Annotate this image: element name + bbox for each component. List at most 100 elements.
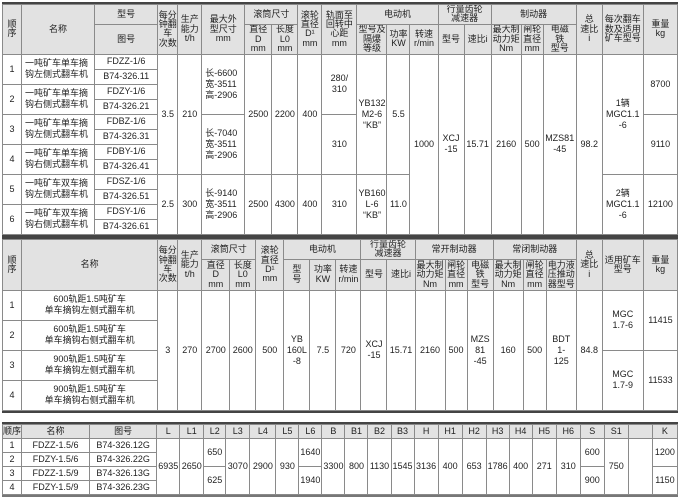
header-l5: L5 [275,424,300,439]
header-open-torque: 最大制 动力矩 Nm [414,258,446,291]
header-rpm: 转速 r/min [409,23,439,55]
row-seq: 1 [1,53,23,85]
row-model: FDSZ-1/6 [94,173,159,190]
rpm-value: 1000 [409,53,439,235]
header-reducer-model: 型号 [437,23,465,55]
row-drawing: B74-326.23G [89,480,158,495]
row-seq: 1 [1,438,23,453]
l5-value: 930 [275,438,300,495]
header-blank [627,424,653,439]
header-b2: B2 [367,424,392,439]
row-seq: 4 [1,480,23,495]
header-l1: L1 [179,424,205,439]
row-name: 一吨矿车单车摘 钩右侧式翻车机 [21,143,96,175]
header-closed-brake: 常闭制动器 [492,239,577,260]
row-name: FDZZ-1.5/6 [21,438,91,453]
h6-value: 310 [555,438,581,495]
header-drum: 滚筒尺寸 [201,239,257,260]
header-reducer: 行量齿轮 减速器 [437,4,492,25]
reducer-model-value: XCJ -15 [437,53,465,235]
row-drawing: B74-326.21 [94,98,159,115]
row-drawing: B74-326.11 [94,68,159,85]
header-k: K [651,424,679,439]
l1-value: 2650 [179,438,205,495]
h2-value: 653 [461,438,487,495]
outline-value: 长-6600 宽-3511 高-2906 [201,53,246,115]
header-h2: H2 [461,424,487,439]
total-ratio-value: 84.8 [575,289,603,411]
header-reducer: 行量齿轮 减速器 [360,239,416,260]
closed-pusher-value: BDT 1- 125 [545,289,577,411]
header-cars: 适用矿车 型号 [601,239,644,291]
blank-cell [627,438,653,495]
power-value: 5.5 [386,53,411,175]
header-l6: L6 [298,424,323,439]
row-seq: 2 [1,319,23,351]
l-value: 6935 [156,438,181,495]
row-seq: 4 [1,379,23,411]
weight-value: 11415 [642,289,679,351]
table-tipplers-1-5t: 顺 序 名称 每分 钟翻 车 次数 生产 能力 t/h 滚筒尺寸 滚轮 直径 D… [1,237,679,413]
s-value: 600 [579,438,605,467]
header-power: 功率 KW [386,23,411,55]
h-value: 3136 [413,438,439,495]
row-name: 一吨矿车单车摘 钩左侧式翻车机 [21,113,96,145]
rpm-value: 720 [335,289,362,411]
h1-value: 400 [437,438,463,495]
header-l3: L3 [225,424,251,439]
row-name: 一吨矿车单车摘 钩左侧式翻车机 [21,53,96,85]
cars-value: 1辆 MGC1.1 -6 [601,53,644,175]
row-drawing: B74-326.13G [89,466,158,481]
row-model: FDZY-1/6 [94,83,159,100]
header-power: 功率 KW [309,258,337,291]
b1-value: 800 [344,438,369,495]
header-ratio: 速比i [463,23,492,55]
row-name: 一吨矿车双车摘 钩右侧式翻车机 [21,203,96,235]
header-weight: 重量 kg [642,4,679,55]
header-l4: L4 [249,424,277,439]
header-drawing: 图号 [89,424,158,439]
header-name: 名称 [21,239,159,291]
header-h4: H4 [508,424,533,439]
header-tips: 每分 钟翻 车 次数 [157,239,179,291]
row-drawing: B74-326.51 [94,188,159,205]
closed-wheel-value: 500 [522,289,547,411]
l2-value: 650 [203,438,227,467]
header-b: B [321,424,346,439]
header-motor: 电动机 [283,239,362,260]
header-h: H [413,424,439,439]
power-value: 7.5 [309,289,337,411]
header-h5: H5 [531,424,557,439]
tips-value: 2.5 [157,173,179,235]
drum-l-value: 4300 [271,173,299,235]
header-brake: 制动器 [490,4,577,25]
motor-model-value: YB160 L-6 “KB” [356,173,388,235]
row-name: 600轨距1.5吨矿车 单车摘钩右侧式翻车机 [21,319,159,351]
header-h3: H3 [485,424,510,439]
header-cars: 每次翻车 数及适用 矿车型号 [601,4,644,55]
outline-value: 长-7040 宽-3511 高-2906 [201,113,246,175]
header-model: 型号 [94,4,159,25]
capacity-value: 210 [177,53,203,175]
row-name: FDZY-1.5/9 [21,480,91,495]
row-name: 900轨距1.5吨矿车 单车摘钩右侧式翻车机 [21,379,159,411]
motor-model-value: YB 160L -8 [283,289,311,411]
drum-d-value: 2700 [201,289,231,411]
ratio-value: 15.71 [463,53,492,235]
tips-value: 3 [157,289,179,411]
header-b3: B3 [390,424,415,439]
row-seq: 1 [1,289,23,321]
row-seq: 2 [1,452,23,467]
l2-value: 625 [203,466,227,495]
outline-value: 长-9140 宽-3511 高-2906 [201,173,246,235]
row-model: FDZZ-1/6 [94,53,159,70]
cars-value: MGC 1.7-6 [601,289,644,351]
header-drum-d: 直径 D mm [201,258,231,291]
drum-d-value: 2500 [244,53,273,175]
row-model: FDBY-1/6 [94,143,159,160]
total-ratio-value: 98.2 [575,53,603,235]
row-seq: 6 [1,203,23,235]
header-open-brake: 常开制动器 [414,239,494,260]
l6-value: 1940 [298,466,323,495]
header-closed-wheel: 闸轮 直径 mm [522,258,547,291]
